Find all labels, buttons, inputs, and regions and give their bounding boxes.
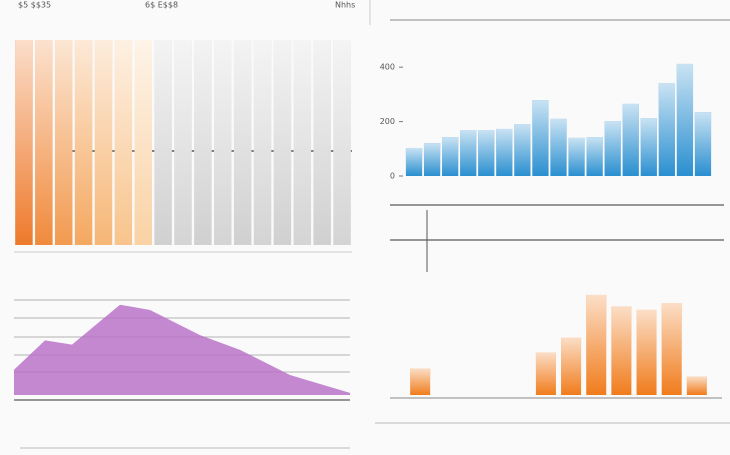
bar-shade xyxy=(661,303,682,395)
bar-shade xyxy=(253,40,272,245)
bar-shade xyxy=(313,40,331,245)
bar-shade xyxy=(54,40,73,245)
bar-shade xyxy=(15,40,33,245)
bar-shade xyxy=(586,137,603,176)
bar-shade xyxy=(611,306,632,395)
bar-shade xyxy=(514,124,531,176)
bar-shade xyxy=(686,376,707,395)
bar-shade xyxy=(35,40,53,245)
bar-shade xyxy=(535,352,556,395)
bar-shade xyxy=(442,137,459,176)
bar-shade xyxy=(423,143,441,176)
bar-shade xyxy=(694,112,712,176)
bar-shade xyxy=(550,118,567,176)
bar-shade xyxy=(460,130,477,176)
bar-shade xyxy=(568,137,585,176)
bar-shade xyxy=(405,147,423,176)
header-left: $5 $$35 xyxy=(18,1,51,10)
bar-shade xyxy=(273,40,292,245)
bar-shade xyxy=(478,130,495,176)
bar-shade xyxy=(154,40,172,245)
bar-shade xyxy=(194,40,212,245)
bar-shade xyxy=(214,40,232,245)
bar-shade xyxy=(410,368,431,395)
bar-shade xyxy=(174,40,192,245)
area xyxy=(14,304,350,395)
header-right: Nhhs xyxy=(335,1,355,10)
bar-shade xyxy=(640,118,657,176)
bar-shade xyxy=(636,309,657,395)
bar-shade xyxy=(586,294,607,395)
bar-shade xyxy=(658,82,675,176)
bar-shade xyxy=(94,40,113,245)
bar-shade xyxy=(496,128,513,176)
bar-shade xyxy=(114,40,133,245)
bar-shade xyxy=(676,63,694,176)
y-tick-label: 0 xyxy=(390,172,395,181)
y-tick-label: 400 xyxy=(380,63,395,72)
bar-shade xyxy=(74,40,93,245)
header-center: 6$ E$$8 xyxy=(145,1,178,10)
bar-shade xyxy=(293,40,312,245)
y-tick-label: 200 xyxy=(380,117,395,126)
bar-shade xyxy=(561,337,582,395)
bar-shade xyxy=(333,40,351,245)
bar-shade xyxy=(134,40,152,245)
bar-shade xyxy=(604,121,621,176)
bar-shade xyxy=(233,40,252,245)
bar-shade xyxy=(622,103,639,176)
bar-shade xyxy=(532,100,549,176)
